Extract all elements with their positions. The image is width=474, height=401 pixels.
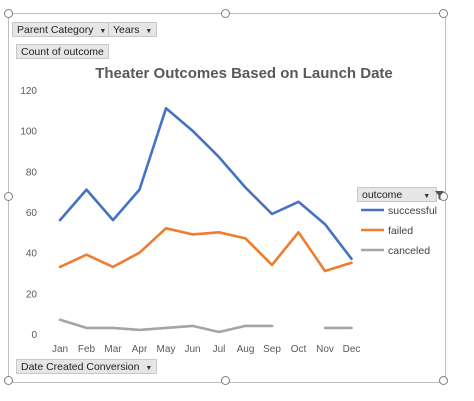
x-tick-label: Apr bbox=[132, 344, 148, 355]
filter-icon bbox=[435, 190, 445, 200]
x-tick-label: Feb bbox=[78, 344, 96, 355]
legend-label-failed: failed bbox=[388, 225, 413, 237]
dropdown-arrow-icon: ▼ bbox=[423, 193, 431, 200]
legend: successful failed canceled bbox=[361, 205, 437, 257]
x-tick-label: Jul bbox=[213, 344, 226, 355]
chart-title: Theater Outcomes Based on Launch Date bbox=[95, 65, 393, 82]
value-field-label: Count of outcome bbox=[21, 46, 104, 58]
axis-field-button[interactable]: Date Created Conversion ▼ bbox=[16, 359, 158, 374]
y-tick-label: 120 bbox=[20, 86, 37, 97]
series-line-canceled[interactable] bbox=[58, 318, 274, 334]
x-tick-label: Jan bbox=[52, 344, 68, 355]
years-filter-button[interactable]: Years ▼ bbox=[108, 22, 158, 37]
x-tick-label: Oct bbox=[291, 344, 307, 355]
value-field-button[interactable]: Count of outcome bbox=[16, 44, 109, 59]
series-line-failed[interactable] bbox=[58, 227, 353, 273]
series-layer bbox=[58, 107, 353, 334]
series-line-successful[interactable] bbox=[58, 107, 353, 261]
resize-handle-top-right[interactable] bbox=[439, 9, 448, 18]
x-tick-label: May bbox=[157, 344, 176, 355]
years-label: Years bbox=[113, 24, 140, 36]
resize-handle-top-left[interactable] bbox=[4, 9, 13, 18]
legend-field-label: outcome bbox=[362, 189, 403, 201]
legend-field-button[interactable]: outcome ▼ bbox=[357, 187, 445, 202]
y-tick-label: 20 bbox=[26, 289, 38, 300]
y-tick-label: 40 bbox=[26, 249, 38, 260]
x-tick-label: Mar bbox=[104, 344, 122, 355]
resize-handle-middle-left[interactable] bbox=[4, 192, 13, 201]
resize-handle-bottom-right[interactable] bbox=[439, 376, 448, 385]
legend-label-canceled: canceled bbox=[388, 245, 430, 257]
parent-category-label: Parent Category bbox=[17, 24, 94, 36]
dropdown-arrow-icon: ▼ bbox=[99, 28, 107, 35]
resize-handle-top-center[interactable] bbox=[221, 9, 230, 18]
x-tick-label: Nov bbox=[316, 344, 334, 355]
y-tick-label: 80 bbox=[26, 167, 38, 178]
dropdown-arrow-icon: ▼ bbox=[145, 28, 153, 35]
y-axis: 0 20 40 60 80 100 120 bbox=[20, 86, 37, 341]
x-axis: Jan Feb Mar Apr May Jun Jul Aug Sep Oct Nov Dec bbox=[52, 344, 360, 355]
resize-handle-bottom-left[interactable] bbox=[4, 376, 13, 385]
resize-handle-bottom-center[interactable] bbox=[221, 376, 230, 385]
x-tick-label: Sep bbox=[263, 344, 281, 355]
legend-label-successful: successful bbox=[388, 205, 437, 217]
y-tick-label: 100 bbox=[20, 127, 37, 138]
x-tick-label: Jun bbox=[184, 344, 200, 355]
x-tick-label: Aug bbox=[237, 344, 255, 355]
dropdown-arrow-icon: ▼ bbox=[145, 365, 153, 372]
axis-field-label: Date Created Conversion bbox=[21, 361, 140, 373]
y-tick-label: 0 bbox=[31, 330, 37, 341]
x-tick-label: Dec bbox=[343, 344, 361, 355]
y-tick-label: 60 bbox=[26, 208, 38, 219]
